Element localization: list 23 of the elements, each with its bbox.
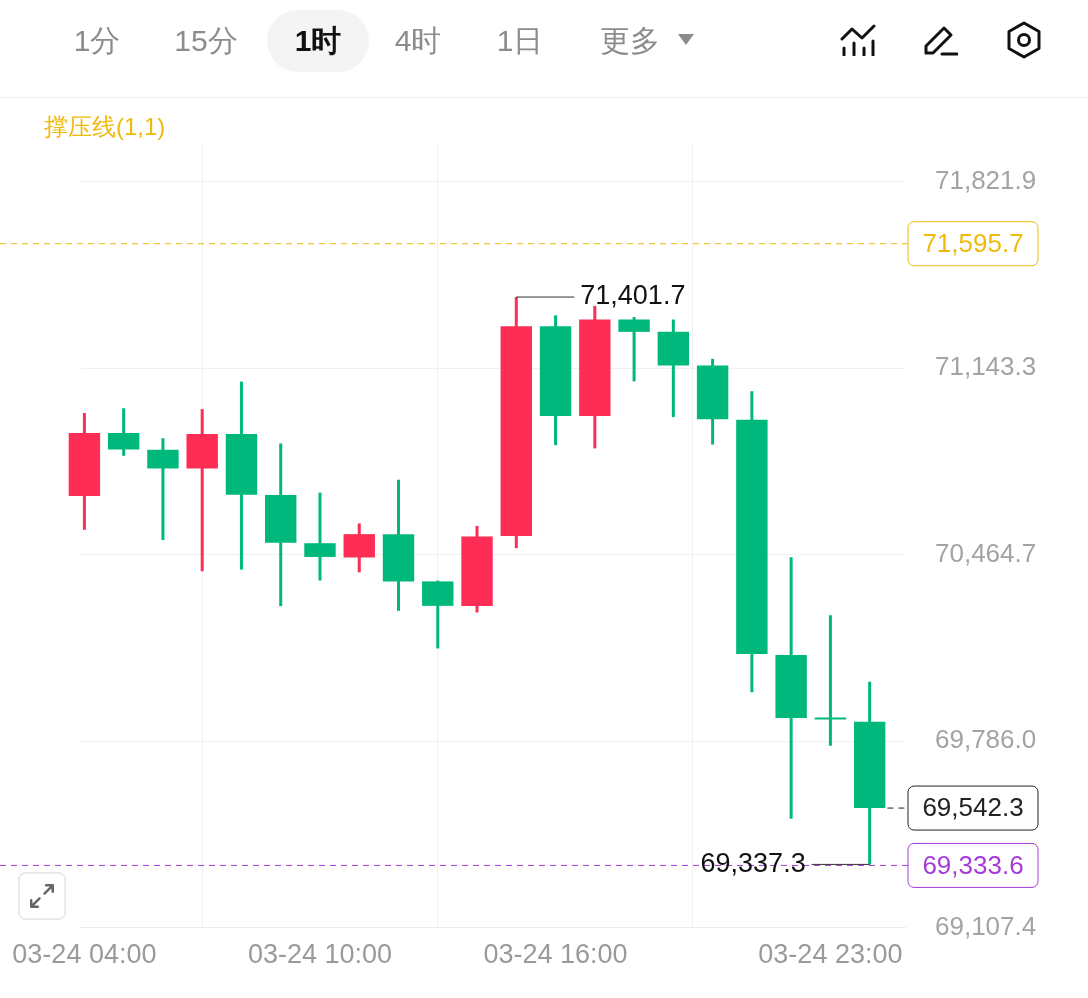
y-tick-label: 71,143.3 <box>935 351 1037 382</box>
text: 1时 <box>294 22 342 59</box>
x-tick-label: 03-24 04:00 <box>12 939 157 970</box>
candlestick <box>304 492 336 581</box>
text: 1日 <box>496 22 544 59</box>
annotation: 69,337.3 <box>700 847 806 878</box>
ref-line-label: 71,595.7 <box>922 227 1024 258</box>
x-tick-label: 03-24 23:00 <box>758 939 903 970</box>
y-tick-label: 69,107.4 <box>935 910 1037 941</box>
text: 1分 <box>73 22 121 59</box>
y-tick-label: 70,464.7 <box>935 537 1037 568</box>
x-tick-label: 03-24 16:00 <box>483 939 628 970</box>
text: 更多 <box>600 22 660 59</box>
candlestick <box>814 615 847 746</box>
text: 撑压线(1,1) <box>44 112 166 140</box>
y-tick-label: 69,786.0 <box>935 724 1037 755</box>
text: 15分 <box>174 22 238 59</box>
annotation: 71,401.7 <box>580 280 686 311</box>
text: 4时 <box>394 22 442 59</box>
ref-line-label: 69,542.3 <box>922 792 1024 823</box>
y-tick-label: 71,821.9 <box>935 164 1037 195</box>
ref-line-label: 69,333.6 <box>922 849 1024 880</box>
x-tick-label: 03-24 10:00 <box>247 939 393 970</box>
